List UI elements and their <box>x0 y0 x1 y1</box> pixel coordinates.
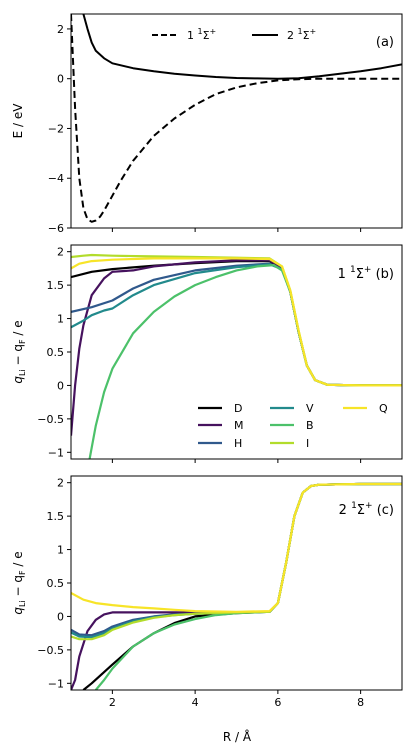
y-tick-label: 0.5 <box>47 577 65 590</box>
y-tick-label: 0 <box>57 73 64 86</box>
x-tick-label: 6 <box>274 696 281 709</box>
x-tick-label: 4 <box>192 696 199 709</box>
series-line-2-0 <box>82 14 402 80</box>
y-tick-label: 2 <box>57 23 64 36</box>
series-line-V-1 <box>71 263 402 387</box>
y-tick-label: 2 <box>57 246 64 259</box>
y-tick-label: −1 <box>48 677 64 690</box>
x-axis-label: R / Å <box>223 729 252 744</box>
series-line-1-0 <box>71 14 402 223</box>
y-axis-label: qLi − qF / e <box>11 320 27 383</box>
y-tick-label: −1 <box>48 446 64 459</box>
y-axis-label: E / eV <box>11 103 25 139</box>
series-line-Q-1 <box>71 257 402 387</box>
y-axis-label: qLi − qF / e <box>11 551 27 614</box>
panel-label: (a) <box>376 35 394 50</box>
panel-b: −1 −0.5 0 0.5 1 1.5 2 qLi − qF / e 1 1Σ+ (b) DMH V… <box>11 244 403 463</box>
y-tick-label: 1 <box>57 313 64 326</box>
y-tick-label: 0.5 <box>47 346 65 359</box>
x-tick-label: 2 <box>109 696 116 709</box>
y-tick-label: 1.5 <box>47 510 65 523</box>
panel-a: −6 −4 −2 0 2 E / eV (a) 1 1Σ+ 2 1Σ+ <box>11 13 403 235</box>
y-tick-label: 1 <box>57 544 64 557</box>
series-line-D-2 <box>82 482 402 690</box>
y-tick-label: −0.5 <box>37 644 64 657</box>
axes-frame <box>70 13 403 229</box>
legend-label: 2 1Σ+ <box>287 27 316 42</box>
legend-label-Q: Q <box>379 402 388 415</box>
legend-label-V: V <box>306 402 314 415</box>
y-tick-label: 1.5 <box>47 279 65 292</box>
y-tick-label: −0.5 <box>37 413 64 426</box>
y-tick-label: 0 <box>57 610 64 623</box>
legend-label-H: H <box>234 437 242 450</box>
state-label: 1 1Σ+ (b) <box>338 265 394 282</box>
y-tick-label: 0 <box>57 379 64 392</box>
panel-c: 2 4 6 8 −1 −0.5 0 0.5 1 1.5 2 qLi − qF / e 2 1Σ+ (c) <box>11 475 403 709</box>
legend-label-I: I <box>306 437 309 450</box>
y-tick-label: 2 <box>57 477 64 490</box>
state-label: 2 1Σ+ (c) <box>339 501 394 518</box>
y-tick-label: −6 <box>48 222 64 235</box>
series-line-Q-2 <box>71 482 402 613</box>
legend-label-D: D <box>234 402 242 415</box>
legend-label-M: M <box>234 419 244 432</box>
legend-label-B: B <box>306 419 314 432</box>
y-tick-label: −2 <box>48 122 64 135</box>
series-line-D-1 <box>71 260 402 387</box>
legend-label: 1 1Σ+ <box>187 27 216 42</box>
series-line-H-1 <box>71 262 402 387</box>
y-tick-label: −4 <box>48 172 64 185</box>
x-tick-label: 8 <box>357 696 364 709</box>
